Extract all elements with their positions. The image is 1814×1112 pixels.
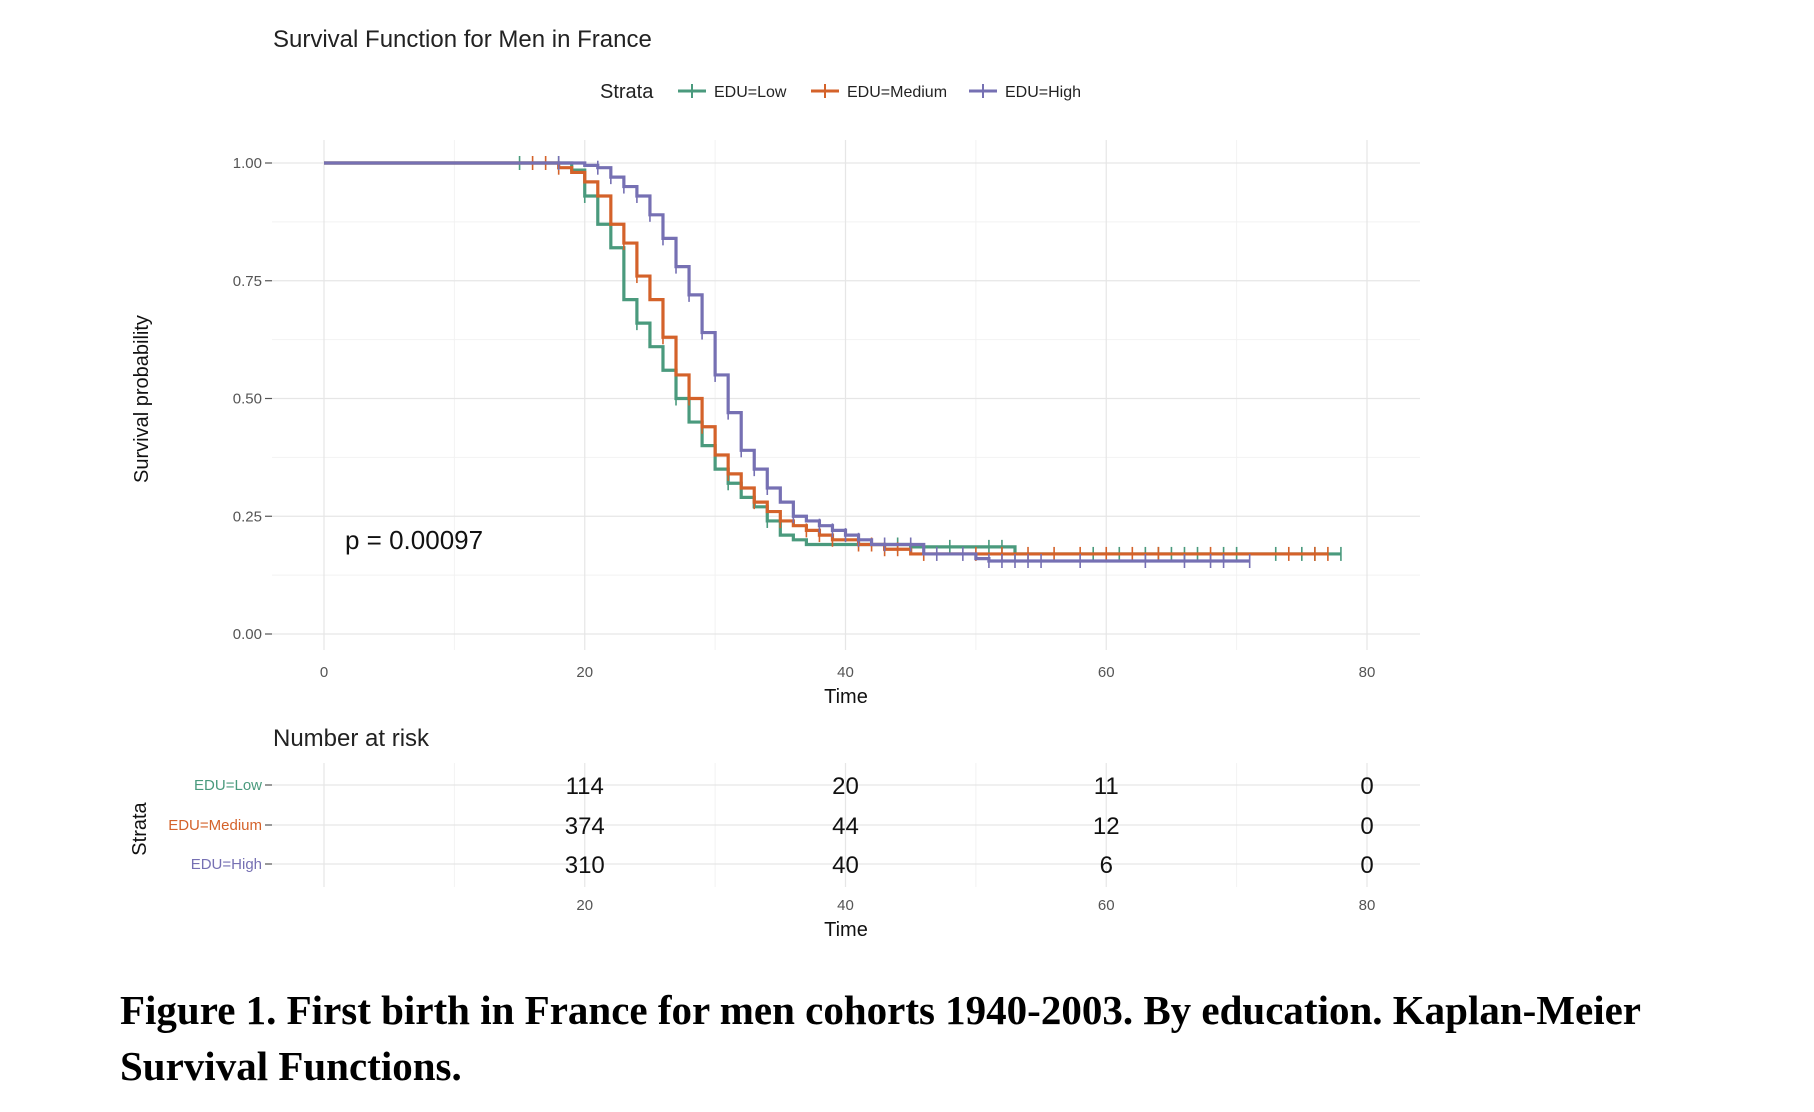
x-axis-ticks: 0 20 40 60 80 [320, 664, 1376, 681]
risk-row-label: EDU=Low [194, 777, 262, 794]
x-tick-label: 0 [320, 664, 328, 681]
survival-curve-low [324, 161, 1341, 556]
legend-entry-label: EDU=Medium [847, 84, 947, 101]
survival-curves [324, 156, 1342, 568]
y-axis-title: Survival probability [131, 315, 153, 483]
x-tick-label: 40 [837, 664, 854, 681]
y-tick-label: 0.50 [233, 391, 262, 408]
risk-cell: 0 [1360, 813, 1373, 840]
x-tick-label: 60 [1098, 664, 1115, 681]
risk-cell: 0 [1360, 773, 1373, 800]
risk-x-tick-label: 80 [1359, 897, 1376, 914]
risk-table-grid [272, 763, 1420, 887]
risk-table-y-axis-title: Strata [129, 801, 151, 855]
risk-cell: 114 [566, 773, 604, 800]
risk-cell: 44 [832, 813, 859, 840]
legend-title: Strata [600, 81, 654, 103]
risk-cell: 40 [832, 852, 859, 879]
risk-row-label: EDU=Medium [168, 817, 262, 834]
x-axis-title: Time [824, 686, 868, 708]
risk-cell: 374 [565, 813, 605, 840]
survival-curve-medium [324, 161, 1328, 556]
risk-table-rows: EDU=Low 114 20 11 0 EDU=Medium 374 44 12 0 EDU=Hig… [168, 773, 1373, 879]
y-tick-label: 0.25 [233, 508, 262, 525]
x-tick-label: 80 [1359, 664, 1376, 681]
risk-row-label: EDU=High [191, 856, 262, 873]
chart-title: Survival Function for Men in France [273, 26, 652, 53]
risk-cell: 6 [1100, 852, 1113, 879]
y-tick-label: 1.00 [233, 155, 262, 172]
risk-cell: 0 [1360, 852, 1373, 879]
risk-table-x-axis-title: Time [824, 919, 868, 941]
plot-grid [272, 140, 1420, 650]
y-tick-label: 0.75 [233, 273, 262, 290]
survival-curve-high [324, 161, 1250, 563]
x-tick-label: 20 [576, 664, 593, 681]
legend: Strata EDU=Low EDU=Medium EDU=High [600, 81, 1081, 103]
risk-x-tick-label: 60 [1098, 897, 1115, 914]
risk-cell: 12 [1093, 813, 1120, 840]
p-value-annotation: p = 0.00097 [345, 525, 483, 555]
legend-entry-label: EDU=Low [714, 84, 787, 101]
legend-entry-label: EDU=High [1005, 84, 1081, 101]
risk-table-x-ticks: 20 40 60 80 [576, 897, 1375, 914]
figure-caption: Figure 1. First birth in France for men … [120, 987, 1641, 1089]
y-tick-label: 0.00 [233, 626, 262, 643]
risk-table-title: Number at risk [273, 725, 430, 752]
risk-cell: 11 [1094, 773, 1119, 800]
risk-cell: 310 [565, 852, 605, 879]
y-axis-ticks: 0.00 0.25 0.50 0.75 1.00 [233, 155, 272, 643]
risk-cell: 20 [832, 773, 859, 800]
risk-x-tick-label: 20 [576, 897, 593, 914]
risk-x-tick-label: 40 [837, 897, 854, 914]
